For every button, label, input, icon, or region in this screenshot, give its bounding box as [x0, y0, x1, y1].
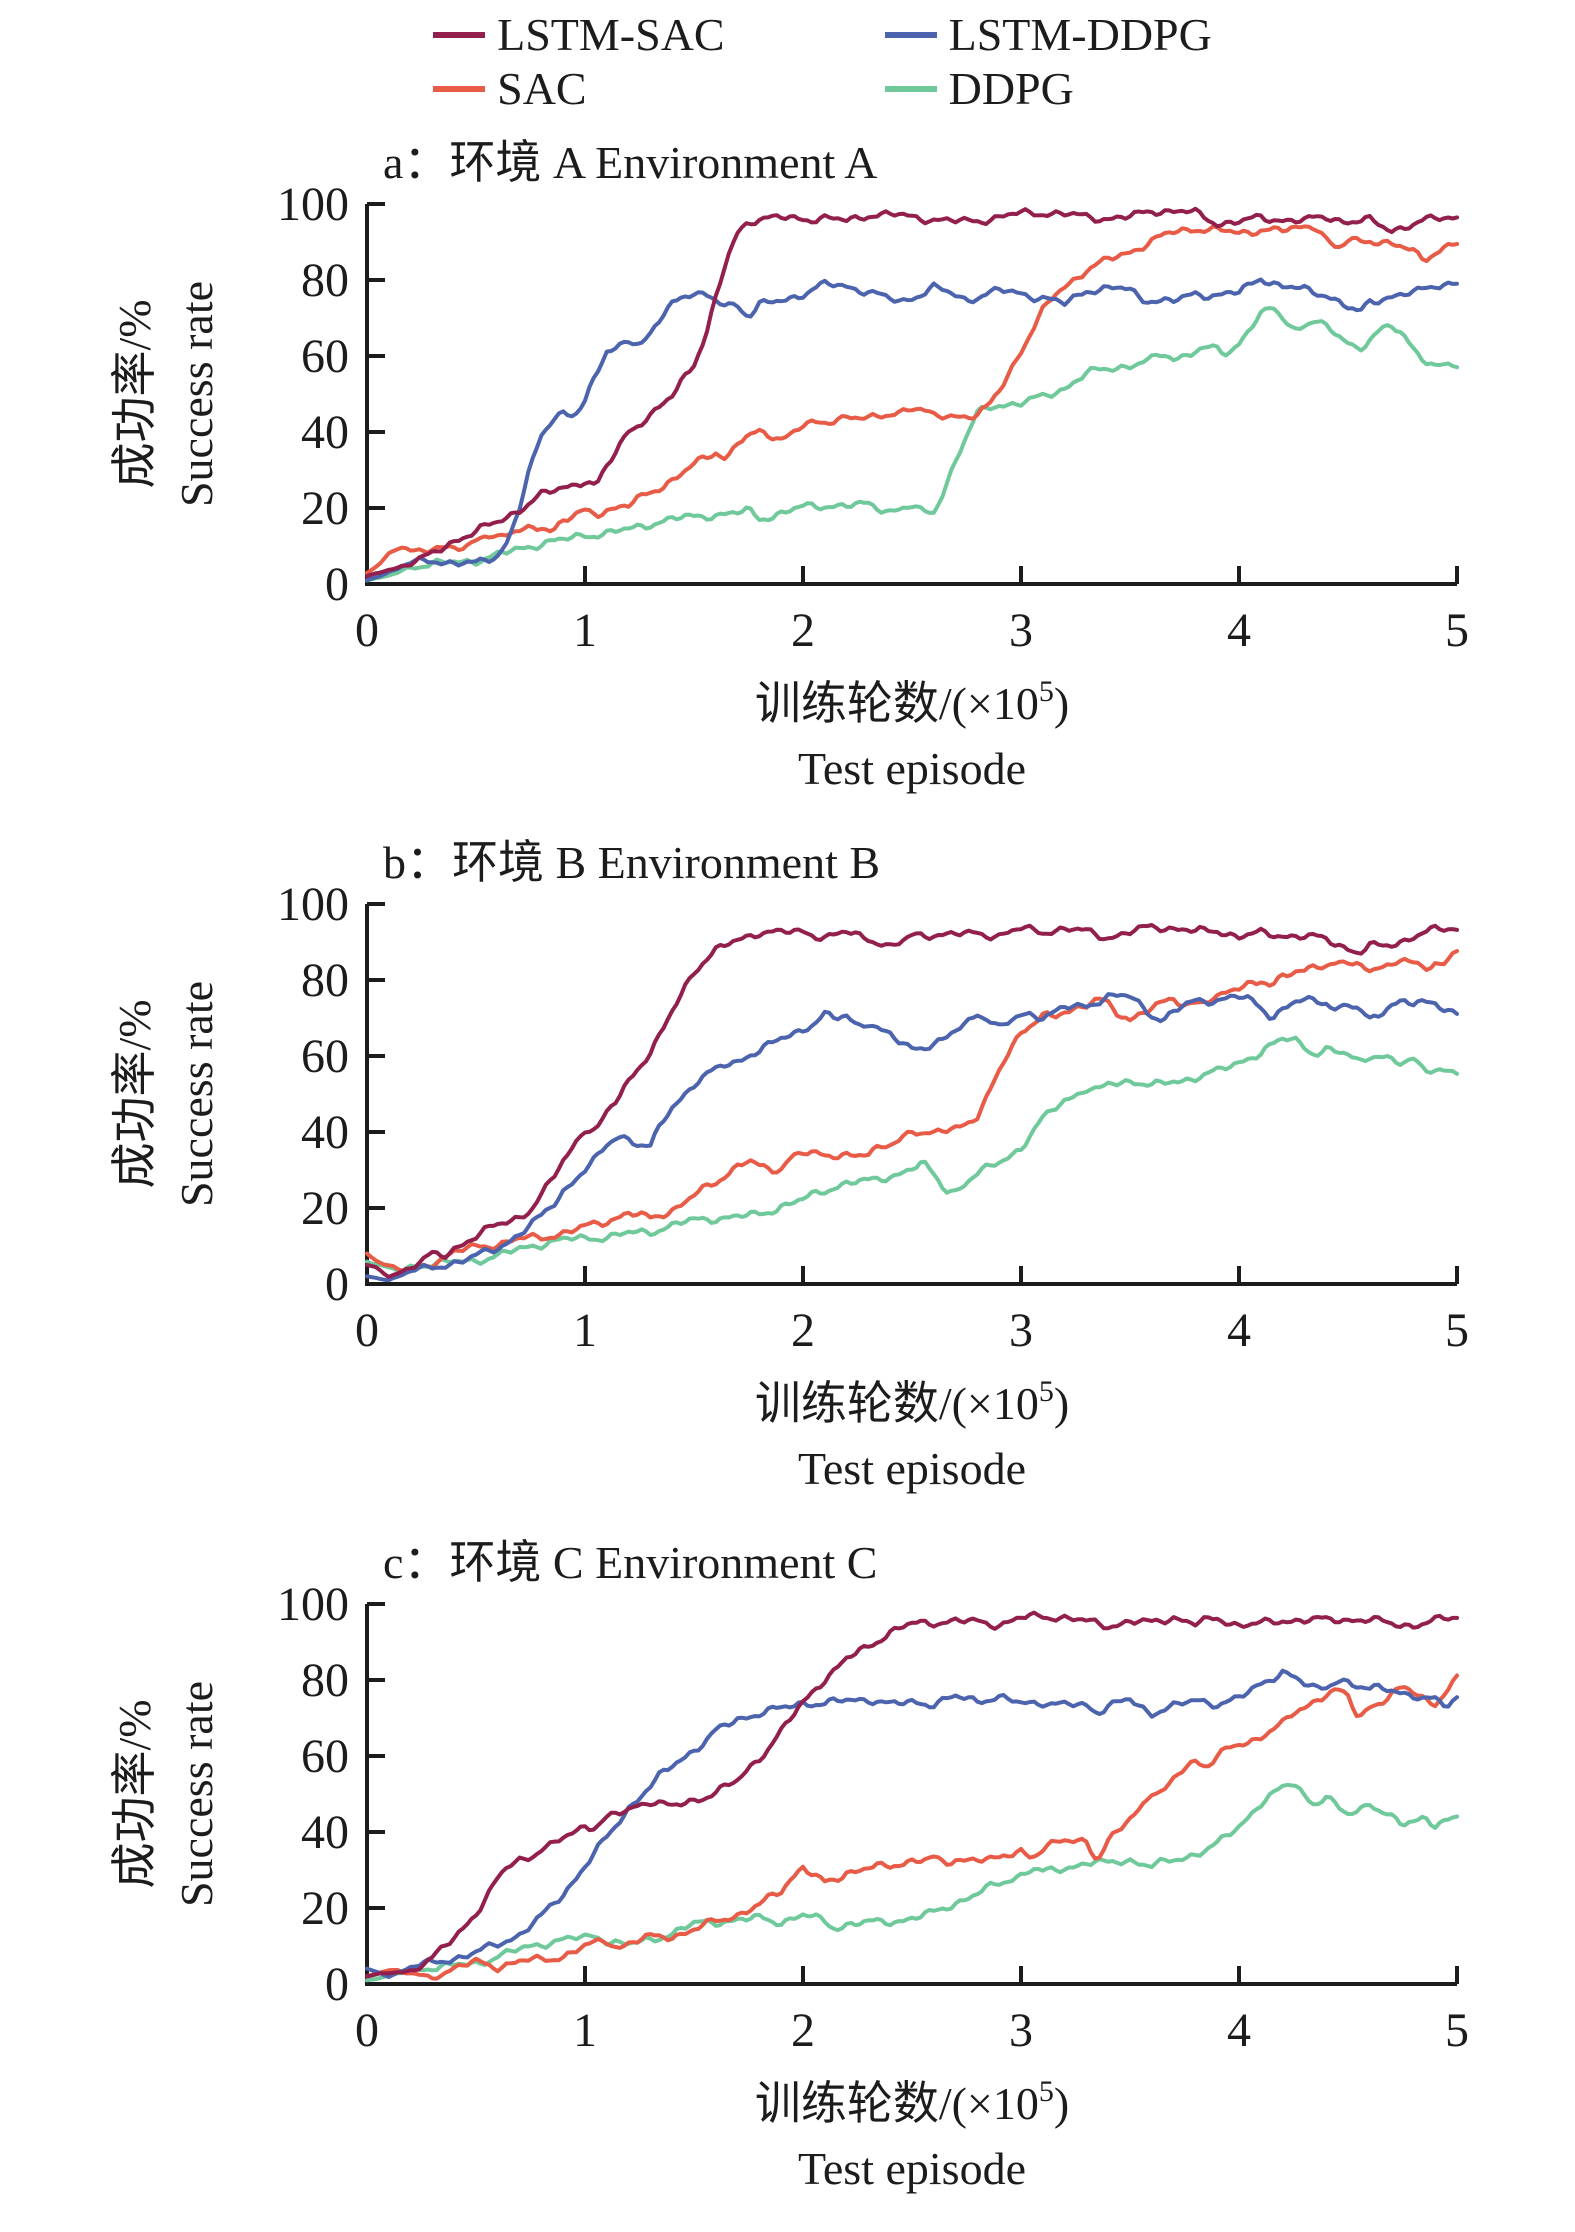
x-axis-label-zh-superscript: 5: [1039, 2075, 1054, 2108]
x-tick-label: 5: [1445, 2004, 1469, 2057]
plot-title: c：环境 C Environment C: [383, 1537, 877, 1588]
x-tick-label: 2: [791, 2004, 815, 2057]
y-tick-label: 100: [277, 878, 349, 931]
line-lstm-ddpg: [365, 992, 1459, 1283]
x-tick-label: 1: [573, 2004, 597, 2057]
x-axis-label-zh-close: ): [1054, 2078, 1069, 2129]
y-axis-label-zh: 成功率/%: [109, 1699, 160, 1888]
x-axis-label-zh-base: 训练轮数/(×10: [755, 2078, 1039, 2129]
line-sac: [365, 1673, 1459, 1981]
legend-item-ddpg: DDPG: [884, 62, 1212, 116]
line-ddpg: [365, 306, 1459, 583]
y-axis-label-zh: 成功率/%: [109, 299, 160, 488]
x-axis-label-zh-close: ): [1054, 1378, 1069, 1429]
line-sac: [365, 224, 1459, 575]
x-tick-label: 2: [791, 604, 815, 657]
line-lstm-sac: [365, 1610, 1459, 1979]
legend-label: DDPG: [948, 63, 1074, 114]
legend-line-swatch: [884, 86, 937, 92]
subplot-a-canvas: a：环境 A Environment A 0 20 40 60 80 100 0 1 2 3 4 5 成功…: [109, 137, 1469, 794]
x-tick-label: 3: [1009, 1304, 1033, 1357]
x-tick-label: 0: [355, 2004, 379, 2057]
y-tick-label: 100: [277, 178, 349, 231]
line-sac: [365, 949, 1459, 1273]
y-tick-label: 80: [301, 954, 349, 1007]
legend-line-swatch: [884, 32, 937, 38]
y-tick-label: 80: [301, 1654, 349, 1707]
legend-item-lstm-ddpg: LSTM-DDPG: [884, 8, 1212, 62]
x-tick-label: 1: [573, 604, 597, 657]
x-axis-label-zh-base: 训练轮数/(×10: [755, 1378, 1039, 1429]
x-axis-label-en: Test episode: [798, 2143, 1026, 2194]
x-axis-label-en: Test episode: [798, 743, 1026, 794]
y-tick-label: 40: [301, 1806, 349, 1859]
line-lstm-sac: [365, 923, 1459, 1279]
subplot-environment-a: a：环境 A Environment A 0 20 40 60 80 100 0 1 2 3 4 5 成功…: [0, 116, 1575, 816]
y-axis-label-zh: 成功率/%: [109, 999, 160, 1188]
y-tick-label: 20: [301, 482, 349, 535]
x-axis-label-zh-close: ): [1054, 678, 1069, 729]
legend-item-lstm-sac: LSTM-SAC: [433, 8, 725, 62]
subplot-c-canvas: c：环境 C Environment C 0 20 40 60 80 100 0 1 2 3 4 5 成功…: [109, 1537, 1469, 2194]
legend-line-swatch: [433, 86, 486, 92]
subplot-b-canvas: b：环境 B Environment B 0 20 40 60 80 100 0 1 2 3 4 5 成功…: [109, 837, 1469, 1494]
x-axis-label-zh-superscript: 5: [1039, 1375, 1054, 1408]
y-axis-label-en: Success rate: [171, 281, 222, 507]
legend-item-sac: SAC: [433, 62, 724, 116]
y-axis-label-en: Success rate: [171, 981, 222, 1207]
x-tick-label: 3: [1009, 2004, 1033, 2057]
x-tick-label: 2: [791, 1304, 815, 1357]
x-axis-label-zh: 训练轮数/(×105): [755, 675, 1069, 729]
plot-title: a：环境 A Environment A: [383, 137, 877, 188]
line-lstm-ddpg: [365, 1668, 1459, 1979]
x-tick-label: 5: [1445, 1304, 1469, 1357]
x-tick-label: 0: [355, 604, 379, 657]
subplot-environment-c: c：环境 C Environment C 0 20 40 60 80 100 0 1 2 3 4 5 成功…: [0, 1516, 1575, 2216]
y-tick-label: 40: [301, 1106, 349, 1159]
x-axis-label-zh: 训练轮数/(×105): [755, 1375, 1069, 1429]
x-axis-label-en: Test episode: [798, 1443, 1026, 1494]
legend-line-swatch: [433, 32, 486, 38]
legend-label: LSTM-DDPG: [948, 9, 1212, 60]
x-tick-label: 4: [1227, 1304, 1251, 1357]
y-tick-label: 80: [301, 254, 349, 307]
x-tick-label: 0: [355, 1304, 379, 1357]
plot-title: b：环境 B Environment B: [383, 837, 880, 888]
chart-legend: LSTM-SAC LSTM-DDPG SAC DDPG: [70, 0, 1575, 116]
x-axis-label-zh: 训练轮数/(×105): [755, 2075, 1069, 2129]
y-tick-label: 0: [325, 1958, 349, 2011]
subplot-environment-b: b：环境 B Environment B 0 20 40 60 80 100 0 1 2 3 4 5 成功…: [0, 816, 1575, 1516]
y-tick-label: 100: [277, 1578, 349, 1631]
y-tick-label: 0: [325, 1258, 349, 1311]
x-axis-label-zh-superscript: 5: [1039, 675, 1054, 708]
x-tick-label: 3: [1009, 604, 1033, 657]
y-tick-label: 60: [301, 330, 349, 383]
legend-label: SAC: [497, 63, 587, 114]
line-ddpg: [365, 1782, 1459, 1983]
y-tick-label: 20: [301, 1182, 349, 1235]
x-tick-label: 5: [1445, 604, 1469, 657]
legend-label: LSTM-SAC: [497, 9, 725, 60]
y-tick-label: 60: [301, 1030, 349, 1083]
y-tick-label: 0: [325, 558, 349, 611]
x-tick-label: 1: [573, 1304, 597, 1357]
y-tick-label: 60: [301, 1730, 349, 1783]
line-lstm-ddpg: [365, 277, 1459, 583]
y-axis-label-en: Success rate: [171, 1681, 222, 1907]
x-tick-label: 4: [1227, 604, 1251, 657]
y-tick-label: 40: [301, 406, 349, 459]
x-tick-label: 4: [1227, 2004, 1251, 2057]
line-ddpg: [365, 1035, 1459, 1274]
x-axis-label-zh-base: 训练轮数/(×10: [755, 678, 1039, 729]
line-lstm-sac: [365, 206, 1459, 579]
y-tick-label: 20: [301, 1882, 349, 1935]
